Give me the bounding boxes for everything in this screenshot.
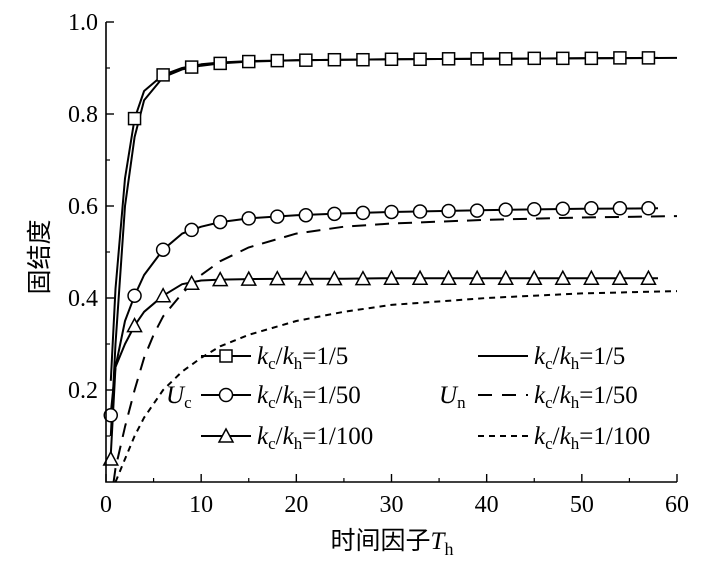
data-point-triangle	[269, 270, 286, 286]
data-point-triangle	[440, 269, 457, 285]
data-point-circle	[270, 209, 285, 224]
data-point-triangle	[525, 269, 543, 285]
data-point-square	[470, 52, 484, 66]
data-point-circle	[212, 214, 228, 230]
data-point-triangle	[211, 271, 229, 287]
data-point-circle	[155, 242, 171, 257]
y-tick-label: 0.6	[68, 194, 98, 220]
data-point-triangle	[297, 270, 315, 286]
legend: kc/kh=1/5 kc/kh=1/50 kc/kh=1/100 kc/kh=1/5 k…	[166, 343, 650, 453]
y-tick-label: 0.8	[68, 102, 98, 128]
data-point-square	[441, 52, 456, 66]
data-point-circle	[612, 201, 628, 216]
axis-frame	[105, 22, 677, 483]
data-point-circle	[298, 207, 314, 223]
legend-marker-triangle	[217, 427, 235, 443]
data-point-square	[327, 52, 342, 67]
data-point-square	[127, 111, 142, 126]
data-point-triangle	[497, 269, 514, 285]
data-point-circle	[441, 203, 456, 219]
data-point-square	[613, 51, 627, 65]
x-axis-title: 时间因子Th	[331, 526, 454, 559]
x-tick-label: 60	[665, 492, 689, 518]
data-point-square	[270, 53, 285, 68]
data-point-circle	[355, 205, 371, 221]
data-point-triangle	[354, 270, 372, 286]
data-point-triangle	[383, 269, 400, 285]
data-point-square	[556, 51, 570, 66]
legend-label-uc-1: kc/kh=1/50	[257, 382, 361, 412]
legend-label-uc-2: kc/kh=1/100	[257, 423, 373, 453]
data-point-square	[213, 56, 227, 71]
data-point-circle	[641, 201, 656, 216]
x-tick-label: 0	[100, 492, 112, 518]
x-tick-label: 40	[475, 492, 499, 518]
data-point-triangle	[411, 269, 429, 285]
data-point-triangle	[183, 274, 200, 291]
data-point-circle	[527, 201, 542, 217]
data-point-circle	[127, 288, 142, 303]
data-point-square	[384, 52, 399, 67]
series-line-Uc-2	[109, 277, 658, 455]
legend-marker-square	[219, 349, 233, 363]
y-tick-label: 0.4	[68, 286, 98, 312]
data-point-circle	[241, 211, 256, 226]
legend-group-un: Un	[439, 382, 466, 412]
data-point-square	[184, 60, 199, 74]
data-point-square	[527, 51, 541, 66]
y-tick-label: 0.2	[68, 378, 98, 404]
legend-label-un-0: kc/kh=1/5	[534, 343, 625, 373]
x-axis-title-main: 时间因子	[331, 526, 431, 555]
data-point-triangle	[102, 450, 120, 466]
data-point-circle	[327, 206, 342, 222]
data-point-square	[356, 52, 370, 67]
x-tick-label: 30	[380, 492, 404, 518]
data-point-triangle	[640, 269, 657, 285]
data-point-triangle	[611, 269, 629, 285]
data-point-square	[299, 53, 313, 67]
data-point-circle	[184, 222, 199, 238]
series-layer	[102, 51, 678, 483]
data-point-square	[498, 52, 513, 66]
series-line-Un-1	[112, 215, 678, 483]
data-point-circle	[555, 201, 571, 217]
data-point-circle	[498, 202, 513, 217]
legend-label-uc-0: kc/kh=1/5	[257, 343, 348, 373]
series-line-Un-0	[109, 56, 678, 437]
y-tick-label: 1.0	[68, 10, 98, 36]
data-point-triangle	[554, 269, 572, 285]
data-point-triangle	[154, 287, 172, 303]
data-point-triangle	[468, 269, 486, 285]
y-axis-title: 固结度	[25, 219, 54, 294]
legend-group-uc: Uc	[166, 382, 192, 412]
x-axis-title-subscript: h	[444, 539, 453, 559]
x-axis-title-symbol: T	[431, 528, 447, 555]
series-line-Un-2	[114, 290, 678, 483]
data-point-triangle	[240, 270, 258, 286]
legend-marker-circle	[218, 387, 234, 403]
data-point-triangle	[326, 270, 343, 286]
legend-label-un-1: kc/kh=1/50	[534, 382, 638, 412]
series-line-Uc-1	[109, 207, 659, 414]
data-point-square	[641, 51, 656, 65]
data-point-circle	[384, 204, 399, 220]
x-tick-label: 20	[284, 492, 308, 518]
data-point-square	[242, 54, 256, 69]
x-tick-label: 10	[189, 492, 213, 518]
series-line-Uc-0	[109, 56, 659, 381]
data-point-circle	[584, 201, 599, 216]
x-tick-label: 50	[570, 492, 594, 518]
data-point-triangle	[126, 317, 143, 333]
data-point-triangle	[583, 269, 600, 285]
data-point-square	[413, 52, 427, 67]
data-point-square	[584, 51, 599, 66]
data-point-circle	[412, 204, 428, 219]
legend-label-un-2: kc/kh=1/100	[534, 423, 650, 453]
data-point-square	[156, 68, 170, 82]
data-point-circle	[469, 203, 485, 218]
data-point-circle	[103, 408, 119, 423]
